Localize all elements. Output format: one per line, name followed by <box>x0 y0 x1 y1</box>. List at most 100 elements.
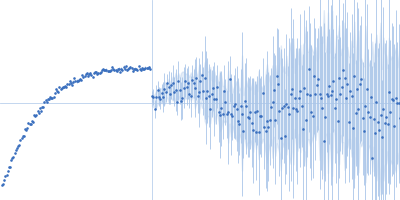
Point <box>52 92 58 95</box>
Point <box>184 85 190 88</box>
Point <box>139 66 145 69</box>
Point <box>312 92 319 95</box>
Point <box>71 77 78 80</box>
Point <box>104 69 111 72</box>
Point <box>194 94 201 98</box>
Point <box>368 95 374 98</box>
Point <box>70 80 76 83</box>
Point <box>28 123 34 126</box>
Point <box>311 75 317 78</box>
Point <box>152 108 158 111</box>
Point <box>308 111 314 114</box>
Point <box>111 69 118 72</box>
Point <box>384 122 391 125</box>
Point <box>274 74 280 78</box>
Point <box>361 130 367 133</box>
Point <box>124 68 130 71</box>
Point <box>142 66 149 69</box>
Point <box>214 85 220 88</box>
Point <box>251 110 258 113</box>
Point <box>98 71 104 74</box>
Point <box>50 96 57 99</box>
Point <box>69 83 75 86</box>
Point <box>6 166 12 169</box>
Point <box>106 69 112 72</box>
Point <box>265 125 272 128</box>
Point <box>84 72 90 75</box>
Point <box>47 95 53 99</box>
Point <box>32 114 38 118</box>
Point <box>222 100 229 103</box>
Point <box>114 69 120 73</box>
Point <box>358 77 364 80</box>
Point <box>72 79 79 82</box>
Point <box>336 77 342 80</box>
Point <box>178 99 184 102</box>
Point <box>378 114 384 117</box>
Point <box>316 92 323 95</box>
Point <box>238 105 244 108</box>
Point <box>262 129 269 133</box>
Point <box>171 90 177 93</box>
Point <box>192 86 198 89</box>
Point <box>15 144 21 147</box>
Point <box>261 125 268 129</box>
Point <box>254 109 260 112</box>
Point <box>186 93 193 96</box>
Point <box>57 87 64 90</box>
Point <box>289 87 295 90</box>
Point <box>127 66 134 69</box>
Point <box>310 115 316 118</box>
Point <box>73 79 80 83</box>
Point <box>90 71 97 74</box>
Point <box>172 89 179 92</box>
Point <box>116 67 122 70</box>
Point <box>45 97 51 100</box>
Point <box>359 116 366 120</box>
Point <box>96 72 103 75</box>
Point <box>298 104 305 108</box>
Point <box>77 77 83 80</box>
Point <box>284 106 291 109</box>
Point <box>314 83 320 87</box>
Point <box>372 132 378 135</box>
Point <box>287 93 294 96</box>
Point <box>292 96 298 99</box>
Point <box>239 112 245 115</box>
Point <box>380 108 386 111</box>
Point <box>373 100 380 104</box>
Point <box>123 65 129 68</box>
Point <box>280 104 287 107</box>
Point <box>18 137 25 140</box>
Point <box>275 82 281 85</box>
Point <box>323 92 330 95</box>
Point <box>294 109 301 112</box>
Point <box>26 123 33 126</box>
Point <box>79 73 86 77</box>
Point <box>271 88 277 92</box>
Point <box>20 134 26 137</box>
Point <box>95 71 102 74</box>
Point <box>290 107 296 110</box>
Point <box>268 105 274 108</box>
Point <box>109 65 115 68</box>
Point <box>269 100 276 103</box>
Point <box>176 89 183 92</box>
Point <box>246 116 252 119</box>
Point <box>200 89 206 93</box>
Point <box>387 110 394 114</box>
Point <box>25 121 32 124</box>
Point <box>343 96 349 99</box>
Point <box>102 69 108 72</box>
Point <box>362 105 368 108</box>
Point <box>382 121 388 124</box>
Point <box>300 128 306 131</box>
Point <box>188 95 194 98</box>
Point <box>167 93 173 96</box>
Point <box>315 77 322 80</box>
Point <box>217 113 223 117</box>
Point <box>322 115 328 118</box>
Point <box>369 157 376 160</box>
Point <box>394 101 400 104</box>
Point <box>34 109 41 112</box>
